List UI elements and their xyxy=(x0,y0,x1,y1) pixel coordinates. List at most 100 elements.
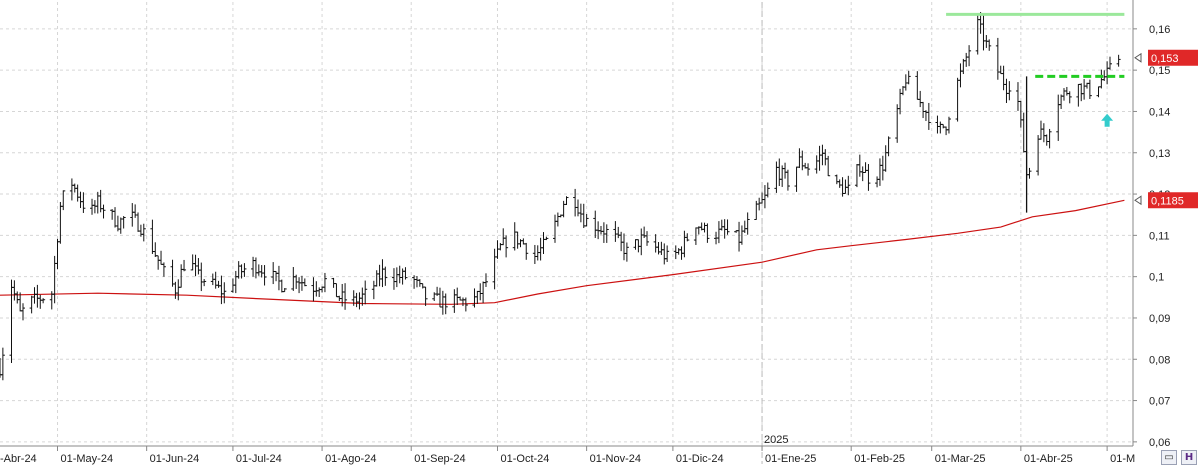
ohlc-bar xyxy=(955,77,960,122)
ohlc-bar xyxy=(136,212,141,232)
y-tick-label: 0,08 xyxy=(1149,354,1170,366)
ohlc-bar xyxy=(576,199,581,217)
ohlc-bar xyxy=(1036,135,1041,176)
grid xyxy=(0,2,1133,464)
x-tick-label: 01-Feb-25 xyxy=(854,453,905,465)
ohlc-bar xyxy=(995,37,1000,80)
y-tick-label: 0,09 xyxy=(1149,313,1170,325)
ohlc-bar xyxy=(806,163,811,176)
ohlc-bar xyxy=(334,283,339,298)
ohlc-bar xyxy=(357,292,362,310)
ohlc-bar xyxy=(1064,86,1069,96)
ohlc-bar xyxy=(923,110,928,121)
ohlc-bar xyxy=(481,281,486,303)
ohlc-bar xyxy=(716,221,721,244)
ohlc-bar xyxy=(596,221,601,240)
ohlc-bar xyxy=(121,216,126,229)
ohlc-bar xyxy=(863,162,868,174)
moving-average-layer xyxy=(0,199,1125,305)
ohlc-bar xyxy=(800,150,805,171)
ohlc-bar xyxy=(857,154,862,177)
ohlc-bar xyxy=(757,197,762,211)
ohlc-bar xyxy=(383,266,388,286)
ohlc-bar xyxy=(253,257,258,279)
save-icon[interactable]: H xyxy=(1181,450,1197,465)
ohlc-bar xyxy=(222,282,227,304)
ohlc-bar xyxy=(944,126,949,136)
ohlc-bar xyxy=(176,279,181,301)
ohlc-bar xyxy=(182,259,187,272)
ohlc-bar xyxy=(478,283,483,301)
y-tick-label: 0,15 xyxy=(1149,65,1170,77)
ohlc-bar xyxy=(251,256,256,277)
ohlc-bar xyxy=(656,242,661,255)
ohlc-bar xyxy=(322,272,327,293)
ohlc-bar xyxy=(262,265,267,286)
ohlc-bar xyxy=(946,116,951,134)
ohlc-bar xyxy=(512,222,517,251)
last-price-tag-label: 0,153 xyxy=(1151,53,1179,65)
ohlc-bar xyxy=(797,148,802,169)
ohlc-bar xyxy=(314,281,319,297)
x-tick-label: 01-May-24 xyxy=(61,453,114,465)
ohlc-bar xyxy=(834,174,839,185)
ohlc-bar xyxy=(1087,79,1092,100)
ohlc-bar xyxy=(938,121,943,134)
ohlc-bar xyxy=(297,277,302,294)
ohlc-bar xyxy=(196,258,201,275)
ohlc-bar xyxy=(170,259,175,287)
ohlc-bar xyxy=(926,102,931,130)
ohlc-bar xyxy=(90,198,95,215)
ohlc-bar xyxy=(397,265,402,284)
ohlc-bar xyxy=(501,228,506,246)
ohlc-bar xyxy=(921,101,926,119)
ohlc-bar xyxy=(219,275,224,305)
ohlc-bar xyxy=(483,273,488,287)
ohlc-bar xyxy=(1015,82,1020,111)
ohlc-bar xyxy=(860,166,865,182)
moving-average-tag: 0,1185 xyxy=(1134,192,1198,209)
ohlc-bar xyxy=(492,248,497,290)
ohlc-bar xyxy=(41,298,46,304)
ohlc-bar xyxy=(1076,83,1081,107)
ohlc-bar xyxy=(573,188,578,217)
ohlc-bar xyxy=(1021,112,1026,153)
ohlc-bar xyxy=(394,267,399,288)
ohlc-bar xyxy=(826,155,831,177)
ohlc-bar xyxy=(820,144,825,166)
ohlc-bar xyxy=(883,145,888,172)
chart-view-icon[interactable]: ▭ xyxy=(1161,450,1177,465)
y-tick-label: 0,13 xyxy=(1149,148,1170,160)
ohlc-bar xyxy=(302,278,307,287)
ohlc-bar xyxy=(417,279,422,287)
ohlc-bar xyxy=(854,164,859,188)
ohlc-bar xyxy=(987,39,992,51)
ohlc-bar xyxy=(524,242,529,260)
ohlc-bar xyxy=(291,267,296,291)
x-tick-label: -Abr-24 xyxy=(0,453,37,465)
x-tick-label: 01-Ago-24 xyxy=(325,453,376,465)
x-tick-label: 01-Sep-24 xyxy=(414,453,465,465)
up-arrow-icon xyxy=(1101,113,1114,127)
ohlc-bar xyxy=(544,236,549,241)
ohlc-bar xyxy=(762,185,767,209)
ohlc-bar xyxy=(682,230,687,258)
ohlc-bar xyxy=(877,158,882,186)
ohlc-bar xyxy=(130,203,135,227)
ohlc-bar xyxy=(377,264,382,287)
ohlc-bar xyxy=(1061,88,1066,101)
moving-average-line xyxy=(0,199,1125,305)
ohlc-bar xyxy=(463,297,468,312)
ohlc-bar xyxy=(173,281,178,299)
ohlc-bar xyxy=(555,212,560,227)
ohlc-bar xyxy=(0,347,5,381)
chart-toolbar: ▭ H xyxy=(1161,450,1197,465)
ohlc-bar xyxy=(981,14,986,51)
x-tick-label: 01-Abr-25 xyxy=(1024,453,1073,465)
ohlc-bar xyxy=(472,288,477,308)
ohlc-bar xyxy=(403,267,408,280)
ohlc-bar xyxy=(624,242,629,262)
x-tick-label: 01-Dic-24 xyxy=(676,453,724,465)
x-tick-label: 01-M xyxy=(1110,453,1135,465)
